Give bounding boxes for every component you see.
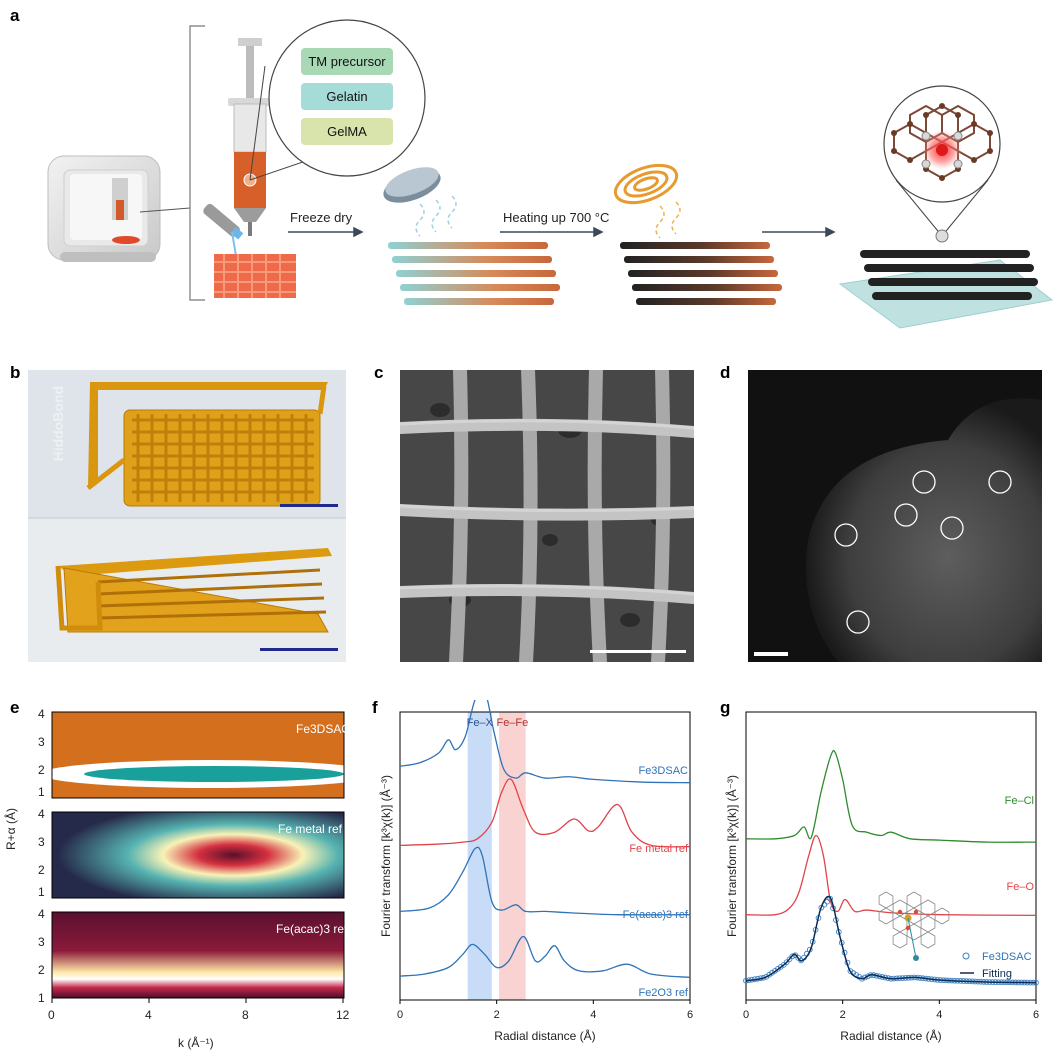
x-axis-label: Radial distance (Å) xyxy=(840,1028,941,1043)
band-label-0: Fe–X xyxy=(467,717,494,729)
e-ytick-2c: 2 xyxy=(38,963,45,977)
series-label-0: Fe3DSAC xyxy=(638,765,688,777)
data-point xyxy=(786,956,793,963)
panel-g-ft-exafs-fit-chart: 0 2 4 6 Radial distance (Å) Fourier transform… xyxy=(724,711,1039,1043)
e-xtick-8: 8 xyxy=(242,1008,249,1022)
legend-marker-data xyxy=(962,952,970,960)
panel-letter-f: f xyxy=(372,698,378,717)
panel-letter-g: g xyxy=(720,698,731,717)
e-ytick-4b: 4 xyxy=(38,807,45,821)
panel-letter-e: e xyxy=(10,698,20,717)
data-point xyxy=(864,973,871,980)
data-point xyxy=(783,959,790,966)
printed-lattice xyxy=(214,254,296,298)
x-tick-label: 0 xyxy=(743,1009,749,1021)
data-point xyxy=(824,898,831,905)
band-label-1: Fe–Fe xyxy=(496,717,528,729)
e-ytick-3b: 3 xyxy=(38,835,45,849)
band-0 xyxy=(467,712,492,1000)
series-label-0: Fe–Cl xyxy=(1005,795,1034,807)
e-ytick-2b: 2 xyxy=(38,863,45,877)
panel-e-ylabel: R+α (Å) xyxy=(4,808,18,850)
layer-gelatin-label: Gelatin xyxy=(326,89,368,104)
e-ytick-1c: 1 xyxy=(38,991,45,1005)
panel-letter-d: d xyxy=(720,363,731,382)
x-tick-label: 2 xyxy=(840,1009,846,1021)
panel-e-xlabel: k (Å⁻¹) xyxy=(178,1036,214,1050)
series-line-1 xyxy=(399,778,691,848)
carbonized-scaffold xyxy=(613,163,782,305)
inset-structure xyxy=(878,891,950,961)
layer-tm-precursor: TM precursor xyxy=(301,48,393,75)
series-line-0 xyxy=(745,749,1037,843)
data-point xyxy=(827,895,833,902)
e-xtick-0: 0 xyxy=(48,1008,55,1022)
panel-a-schematic xyxy=(47,19,1054,329)
syringe xyxy=(228,38,272,236)
legend-label-data: Fe3DSAC xyxy=(982,951,1032,963)
legend: Fe3DSAC Fitting xyxy=(960,951,1032,980)
layer-gelma: GelMA xyxy=(301,118,393,145)
layer-gelatin: Gelatin xyxy=(301,83,393,110)
e-ytick-4a: 4 xyxy=(38,707,45,721)
series-label-1: Fe metal ref xyxy=(629,843,689,855)
plot-frame xyxy=(745,711,1037,1001)
single-atom-electrode xyxy=(838,85,1054,329)
panel-letter-c: c xyxy=(374,363,384,382)
panel-e-wavelet-maps xyxy=(40,711,360,1003)
step-heating: Heating up 700 °C xyxy=(503,210,610,225)
layer-gelma-label: GelMA xyxy=(327,124,367,139)
series-line-3 xyxy=(399,935,691,979)
panel-letter-b: b xyxy=(10,363,21,382)
x-tick-label: 4 xyxy=(936,1009,942,1021)
x-tick-label: 0 xyxy=(397,1009,403,1021)
step-freeze-dry: Freeze dry xyxy=(290,210,353,225)
fitting-line xyxy=(745,895,1037,984)
e-ytick-1a: 1 xyxy=(38,785,45,799)
e-xtick-12: 12 xyxy=(336,1008,350,1022)
panel-letter-a: a xyxy=(10,6,20,25)
printhead xyxy=(203,203,244,240)
e-ytick-4c: 4 xyxy=(38,907,45,921)
e-ytick-3c: 3 xyxy=(38,935,45,949)
e-ytick-3a: 3 xyxy=(38,735,45,749)
series-line-0 xyxy=(399,700,691,784)
data-point xyxy=(847,968,854,974)
x-tick-label: 6 xyxy=(1033,1009,1039,1021)
map-label-fe-metal: Fe metal ref xyxy=(278,822,343,836)
layer-tm-precursor-label: TM precursor xyxy=(308,54,386,69)
watermark-text: HiddoBond xyxy=(50,386,66,462)
band-1 xyxy=(499,712,526,1000)
series-label-1: Fe–O xyxy=(1006,881,1034,893)
freeze-dried-scaffold xyxy=(383,167,560,305)
x-tick-label: 4 xyxy=(590,1009,596,1021)
panel-c-sem-image xyxy=(400,370,694,662)
y-axis-label: Fourier transform [k³χ(k)] (Å⁻³) xyxy=(724,775,739,937)
map-label-fe-acac: Fe(acac)3 ref xyxy=(276,922,348,936)
x-tick-label: 2 xyxy=(494,1009,500,1021)
panel-d-haadf-image xyxy=(748,370,1042,662)
x-tick-label: 6 xyxy=(687,1009,693,1021)
data-point xyxy=(789,953,796,960)
series-line-1 xyxy=(745,834,1037,917)
e-ytick-1b: 1 xyxy=(38,885,45,899)
map-label-fe3dsac: Fe3DSAC xyxy=(296,722,351,736)
panel-f-ft-exafs-chart: Fe–X Fe–Fe 0 2 4 6 Radial distance (Å) Fourier … xyxy=(378,700,693,1043)
plot-frame xyxy=(399,711,691,1001)
bioprinter-device xyxy=(47,155,161,262)
legend-label-fit: Fitting xyxy=(982,968,1012,980)
series-label-3: Fe2O3 ref xyxy=(638,987,688,999)
e-xtick-4: 4 xyxy=(145,1008,152,1022)
series-label-2: Fe(acac)3 ref xyxy=(623,909,689,921)
e-ytick-2a: 2 xyxy=(38,763,45,777)
y-axis-label: Fourier transform [k³χ(k)] (Å⁻³) xyxy=(378,775,393,937)
data-point xyxy=(862,974,868,981)
panel-b-photos: HiddoBond xyxy=(28,370,346,662)
x-axis-label: Radial distance (Å) xyxy=(494,1028,595,1043)
series-line-2 xyxy=(399,846,691,916)
